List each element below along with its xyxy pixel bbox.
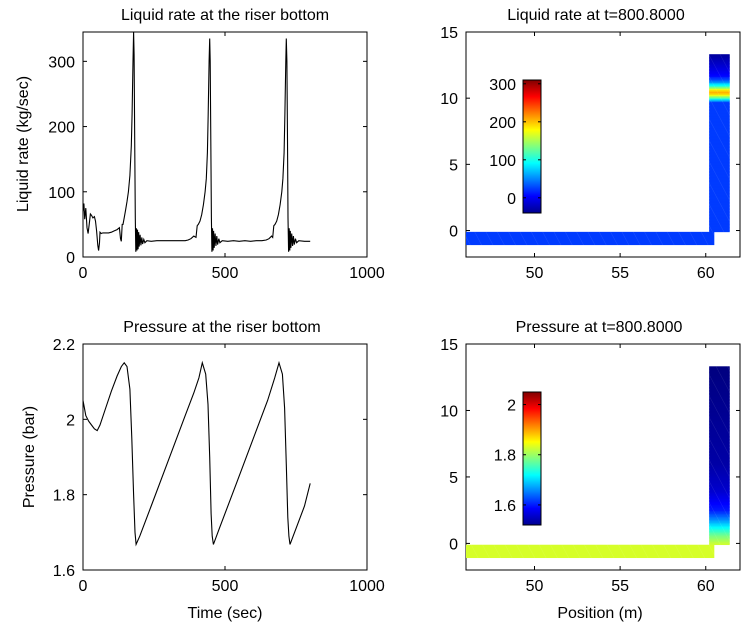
y-tick-label: 5 — [449, 470, 458, 487]
plot-area — [465, 31, 741, 258]
y-tick-label: 10 — [440, 403, 458, 420]
x-tick-label: 60 — [697, 578, 715, 595]
colorbar: 1.6 1.8 2 — [494, 391, 542, 526]
axis-ticks: 0 500 1000 1.6 1.8 2 2.2 — [53, 337, 385, 595]
axis-ticks: 50 55 60 0 5 10 15 — [440, 337, 740, 595]
colorbar: 0 100 200 300 — [489, 77, 542, 214]
y-tick-label: 2.2 — [53, 337, 75, 354]
colorbar-tick-label: 1.8 — [494, 448, 516, 465]
y-tick-label: 100 — [48, 185, 75, 202]
x-tick-label: 60 — [697, 265, 715, 282]
y-tick-label: 15 — [440, 25, 458, 42]
colorbar-gradient — [522, 79, 542, 214]
x-tick-label: 500 — [212, 578, 239, 595]
y-tick-label: 300 — [48, 54, 75, 71]
panel-pressure-line: Pressure at the riser bottom 0 500 1000 1.6… — [21, 319, 385, 622]
panel-liquid-rate-line: Liquid rate at the riser bottom 0 500 1000… — [15, 7, 385, 282]
x-axis-label: Position (m) — [557, 605, 642, 622]
y-tick-label: 1.8 — [53, 488, 75, 505]
y-tick-label: 0 — [449, 536, 458, 553]
axis-ticks: 50 55 60 0 5 10 15 — [440, 25, 740, 282]
x-tick-label: 50 — [526, 265, 544, 282]
y-tick-label: 2 — [66, 412, 75, 429]
liquid-rate-series-line — [82, 31, 311, 252]
riser-mesh — [709, 366, 730, 545]
x-tick-label: 1000 — [349, 578, 385, 595]
field-patches — [466, 366, 730, 559]
plot-area — [82, 343, 368, 571]
colorbar-tick-label: 0 — [507, 191, 516, 208]
colorbar-ticks: 0 100 200 300 — [489, 77, 541, 208]
field-patches — [466, 54, 730, 246]
horizontal-pipe-mesh — [466, 544, 715, 559]
colorbar-tick-label: 300 — [489, 77, 516, 94]
y-tick-label: 200 — [48, 120, 75, 137]
x-tick-label: 0 — [79, 265, 88, 282]
panel-liquid-rate-field: Liquid rate at t=800.8000 50 55 60 0 5 10 15 0… — [440, 7, 741, 282]
x-tick-label: 55 — [611, 265, 629, 282]
chart-title: Pressure at t=800.8000 — [516, 319, 683, 336]
x-tick-label: 1000 — [349, 265, 385, 282]
colorbar-tick-label: 100 — [489, 153, 516, 170]
chart-title: Liquid rate at the riser bottom — [121, 7, 329, 24]
y-axis-label: Liquid rate (kg/sec) — [15, 76, 32, 212]
y-tick-label: 5 — [449, 157, 458, 174]
colorbar-tick-label: 1.6 — [494, 498, 516, 515]
colorbar-tick-label: 2 — [507, 398, 516, 415]
plot-area — [82, 31, 368, 258]
colorbar-gradient — [522, 391, 542, 526]
horizontal-pipe-mesh — [466, 231, 715, 246]
chart-title: Liquid rate at t=800.8000 — [507, 7, 685, 24]
x-tick-label: 500 — [212, 265, 239, 282]
riser-mesh — [709, 54, 730, 232]
x-tick-label: 55 — [611, 578, 629, 595]
y-tick-label: 0 — [66, 250, 75, 267]
y-tick-label: 15 — [440, 337, 458, 354]
axis-ticks: 0 500 1000 0 100 200 300 — [48, 32, 385, 282]
plot-area — [465, 343, 741, 571]
y-tick-label: 10 — [440, 91, 458, 108]
x-tick-label: 0 — [79, 578, 88, 595]
pressure-series-line — [82, 360, 311, 547]
colorbar-ticks: 1.6 1.8 2 — [494, 398, 541, 515]
y-axis-label: Pressure (bar) — [21, 406, 38, 508]
colorbar-tick-label: 200 — [489, 115, 516, 132]
x-axis-label: Time (sec) — [188, 605, 263, 622]
y-tick-label: 0 — [449, 224, 458, 241]
y-tick-label: 1.6 — [53, 563, 75, 580]
chart-title: Pressure at the riser bottom — [123, 319, 320, 336]
x-tick-label: 50 — [526, 578, 544, 595]
